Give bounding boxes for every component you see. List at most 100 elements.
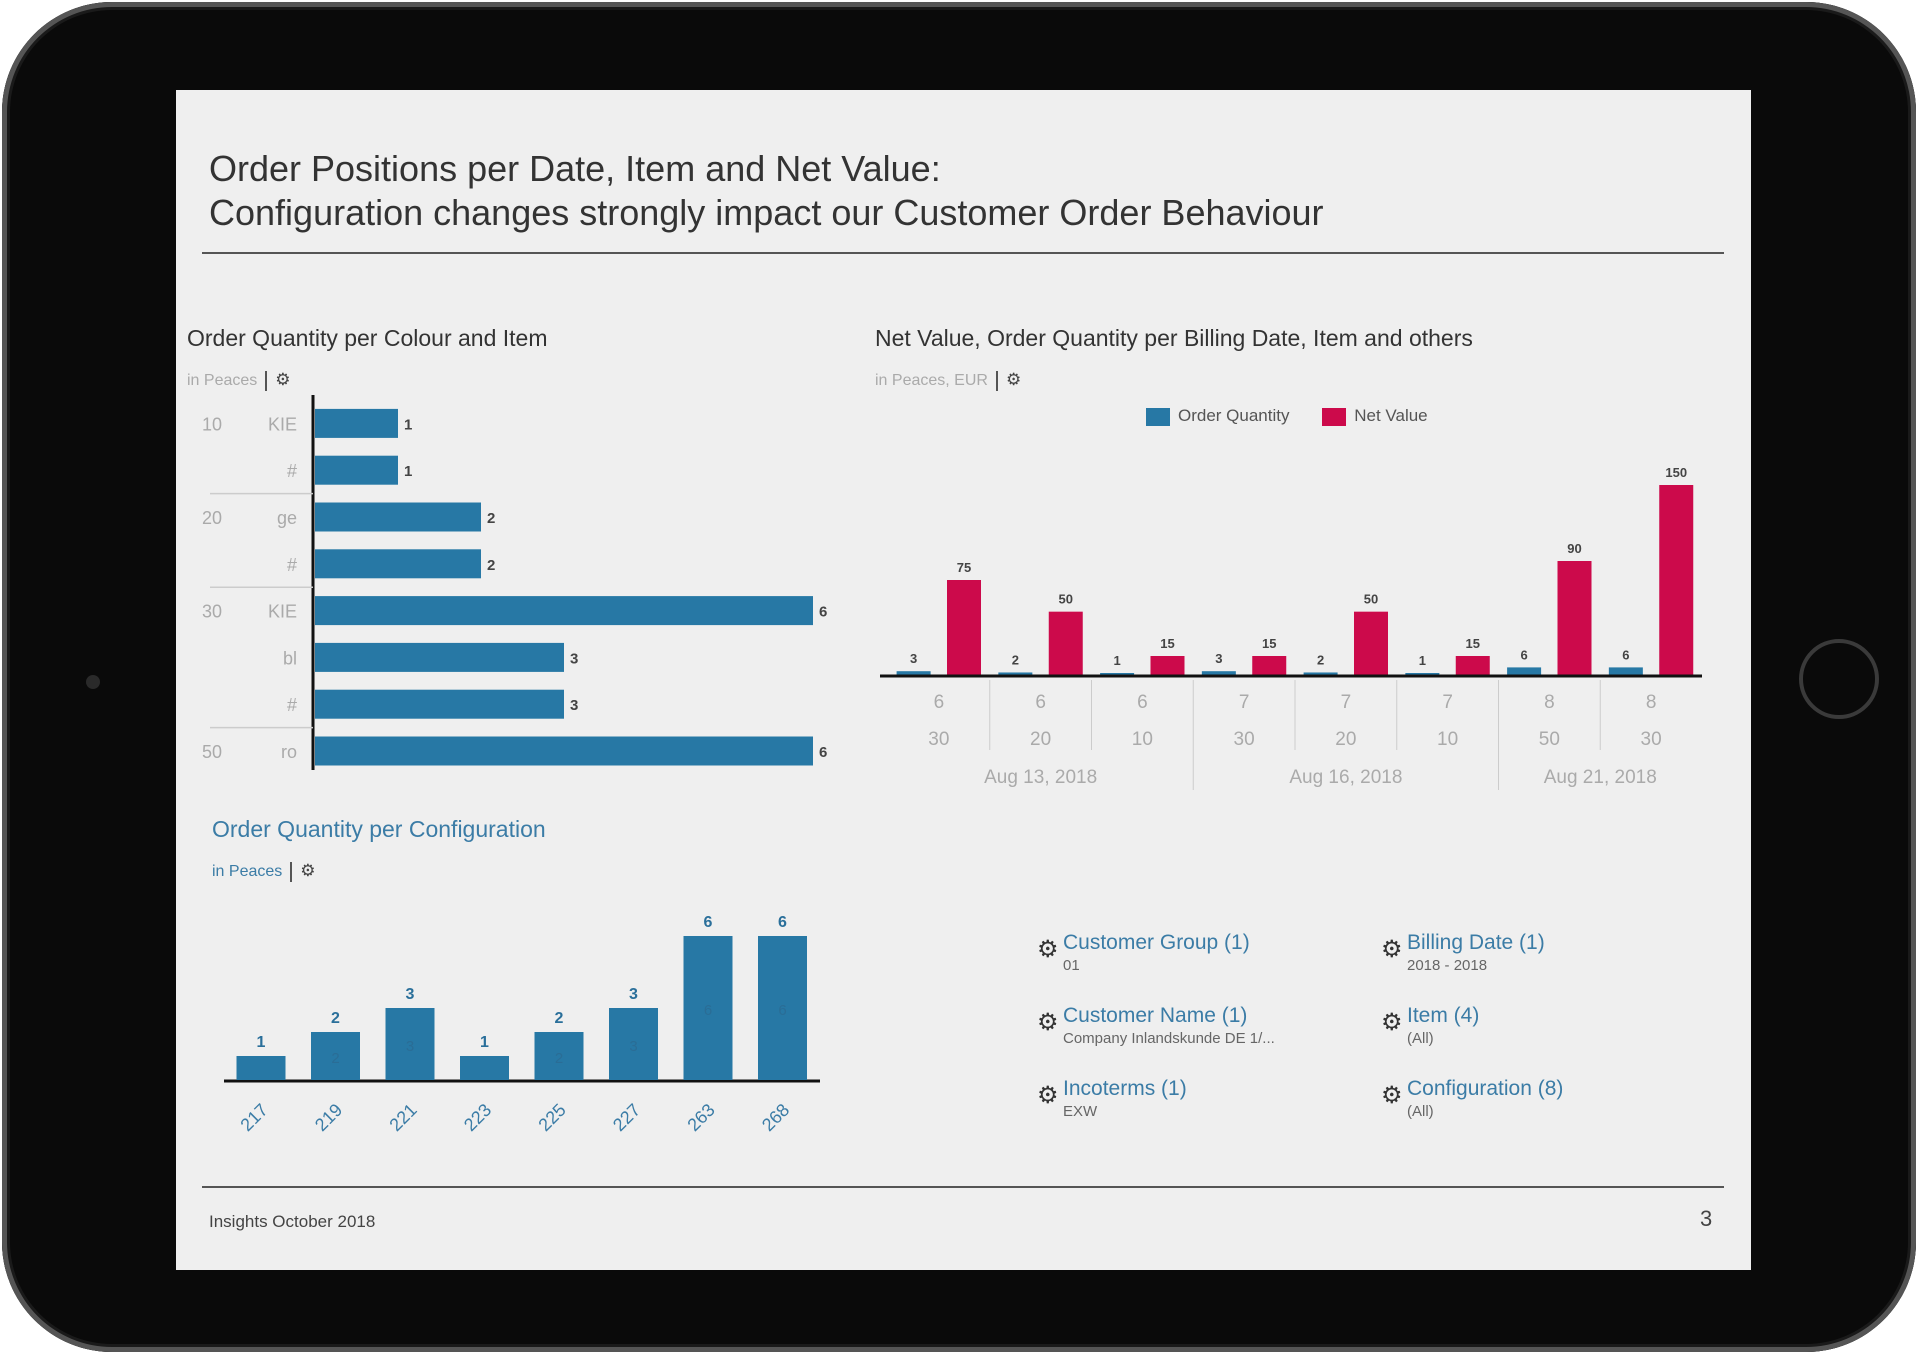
legend-item-order-quantity[interactable]: Order Quantity (1146, 406, 1290, 426)
bar-value-label: 1 (1113, 653, 1120, 668)
bar-value-label: 3 (406, 986, 415, 1003)
x-label-level2: 20 (1030, 729, 1051, 750)
bar-value-label: 3 (570, 650, 578, 667)
bar-value-label: 6 (1520, 647, 1527, 662)
bar-net-value (1150, 656, 1185, 675)
page-title-line1: Order Positions per Date, Item and Net V… (209, 148, 941, 189)
bar (758, 936, 807, 1080)
filter-title[interactable]: Item (4) (1407, 1004, 1480, 1027)
filter-value: 01 (1063, 957, 1080, 974)
colour-label: KIE (268, 602, 297, 622)
x-label-level2: 50 (1539, 729, 1560, 750)
filter-value: EXW (1063, 1103, 1098, 1120)
filter-title[interactable]: Billing Date (1) (1407, 931, 1545, 954)
colour-label: # (287, 695, 297, 715)
bar-value-label: 2 (487, 557, 495, 574)
bar-value-label: 1 (480, 1034, 489, 1051)
bar-value-label: 3 (1215, 651, 1222, 666)
chart1-plot: 10 KIE 1 # 1 20 ge 2 # 2 30 KIE 6 bl 3 # 3 50 ro 6 (202, 395, 827, 770)
bar (315, 408, 398, 438)
filter-value: (All) (1407, 1030, 1434, 1047)
footer-divider (202, 1186, 1724, 1188)
gear-icon[interactable]: ⚙ (300, 861, 316, 880)
gear-icon[interactable]: ⚙ (275, 370, 291, 389)
bar-value-label: 150 (1665, 465, 1687, 480)
x-label: 227 (609, 1100, 644, 1135)
bar-value-label: 1 (257, 1034, 266, 1051)
bar-value-label: 15 (1262, 636, 1276, 651)
filter-title[interactable]: Customer Name (1) (1063, 1004, 1248, 1027)
legend-item-net-value[interactable]: Net Value (1322, 406, 1428, 426)
bar-inner-label: 2 (331, 1050, 339, 1067)
bar-net-value (1659, 485, 1694, 675)
bar (315, 502, 481, 532)
home-button[interactable] (1799, 639, 1879, 719)
bar-inner-label: 6 (704, 1002, 712, 1019)
x-label: 263 (683, 1100, 718, 1135)
bar (609, 1008, 658, 1080)
chart1-subtitle: in Peaces ⚙ (187, 370, 291, 391)
x-label-level1: 6 (1137, 692, 1148, 713)
filter-icon: ⚙ (1037, 1009, 1059, 1036)
x-label: 221 (385, 1100, 420, 1135)
bar-net-value (947, 580, 981, 675)
bar-value-label: 50 (1364, 592, 1378, 607)
x-label-level1: 6 (1035, 692, 1046, 713)
bar-value-label: 75 (957, 560, 971, 575)
filter-title[interactable]: Customer Group (1) (1063, 931, 1250, 954)
filter-icon: ⚙ (1381, 1082, 1403, 1109)
bar-value-label: 1 (1419, 653, 1426, 668)
bar-value-label: 2 (555, 1010, 564, 1027)
legend-swatch (1146, 407, 1170, 426)
colour-label: ro (281, 742, 297, 762)
x-label-level2: 20 (1335, 729, 1356, 750)
item-label: 30 (202, 602, 222, 622)
gear-icon[interactable]: ⚙ (1005, 370, 1022, 389)
bar-value-label: 6 (778, 914, 787, 931)
x-label: 223 (460, 1100, 495, 1135)
bar-value-label: 50 (1059, 592, 1073, 607)
bar-net-value (1354, 611, 1388, 675)
x-label-level1: 7 (1341, 692, 1352, 713)
bar-net-value (1252, 656, 1287, 675)
page-title-line2: Configuration changes strongly impact ou… (209, 192, 1324, 233)
x-label-level1: 6 (934, 692, 945, 713)
bar-inner-label: 6 (778, 1002, 786, 1019)
bar-order-quantity (1201, 671, 1236, 675)
bar-inner-label: 3 (629, 1038, 637, 1055)
colour-label: ge (277, 508, 297, 528)
legend-swatch (1322, 407, 1347, 426)
title-divider (202, 252, 1724, 254)
item-label: 50 (202, 742, 222, 762)
bar (236, 1056, 286, 1080)
x-label-date: Aug 13, 2018 (984, 767, 1097, 788)
bar-value-label: 2 (1317, 652, 1324, 667)
filter-title[interactable]: Configuration (8) (1407, 1077, 1564, 1100)
bar-value-label: 15 (1160, 636, 1174, 651)
bar-order-quantity (896, 671, 931, 675)
bar-inner-label: 3 (406, 1038, 414, 1055)
x-label-date: Aug 16, 2018 (1289, 767, 1402, 788)
bar-value-label: 1 (404, 463, 412, 480)
bar-order-quantity (1608, 667, 1643, 675)
item-label: 10 (202, 414, 222, 434)
filter-value: (All) (1407, 1103, 1434, 1120)
bar (534, 1032, 584, 1080)
bar-value-label: 6 (1622, 647, 1629, 662)
bar-value-label: 3 (910, 651, 917, 666)
bar (460, 1056, 509, 1080)
legend-label: Order Quantity (1178, 406, 1290, 425)
chart3-title[interactable]: Order Quantity per Configuration (212, 816, 546, 842)
x-label-level2: 30 (1641, 729, 1662, 750)
bar (315, 736, 813, 766)
bar (315, 455, 398, 485)
x-label-level2: 10 (1437, 729, 1458, 750)
chart2-legend: Order Quantity Net Value (1146, 406, 1428, 426)
chart1-title: Order Quantity per Colour and Item (187, 325, 548, 351)
filter-icon: ⚙ (1037, 1082, 1059, 1109)
bar (315, 596, 813, 626)
filter-title[interactable]: Incoterms (1) (1063, 1077, 1187, 1100)
chart2-plot: 3 75 6 30 2 50 6 20 1 15 6 10 3 15 7 30 2 50 7 20 1 15 7 10 6 90 8… (880, 465, 1702, 790)
bar-net-value (1455, 656, 1490, 675)
filter-icon: ⚙ (1037, 936, 1059, 963)
